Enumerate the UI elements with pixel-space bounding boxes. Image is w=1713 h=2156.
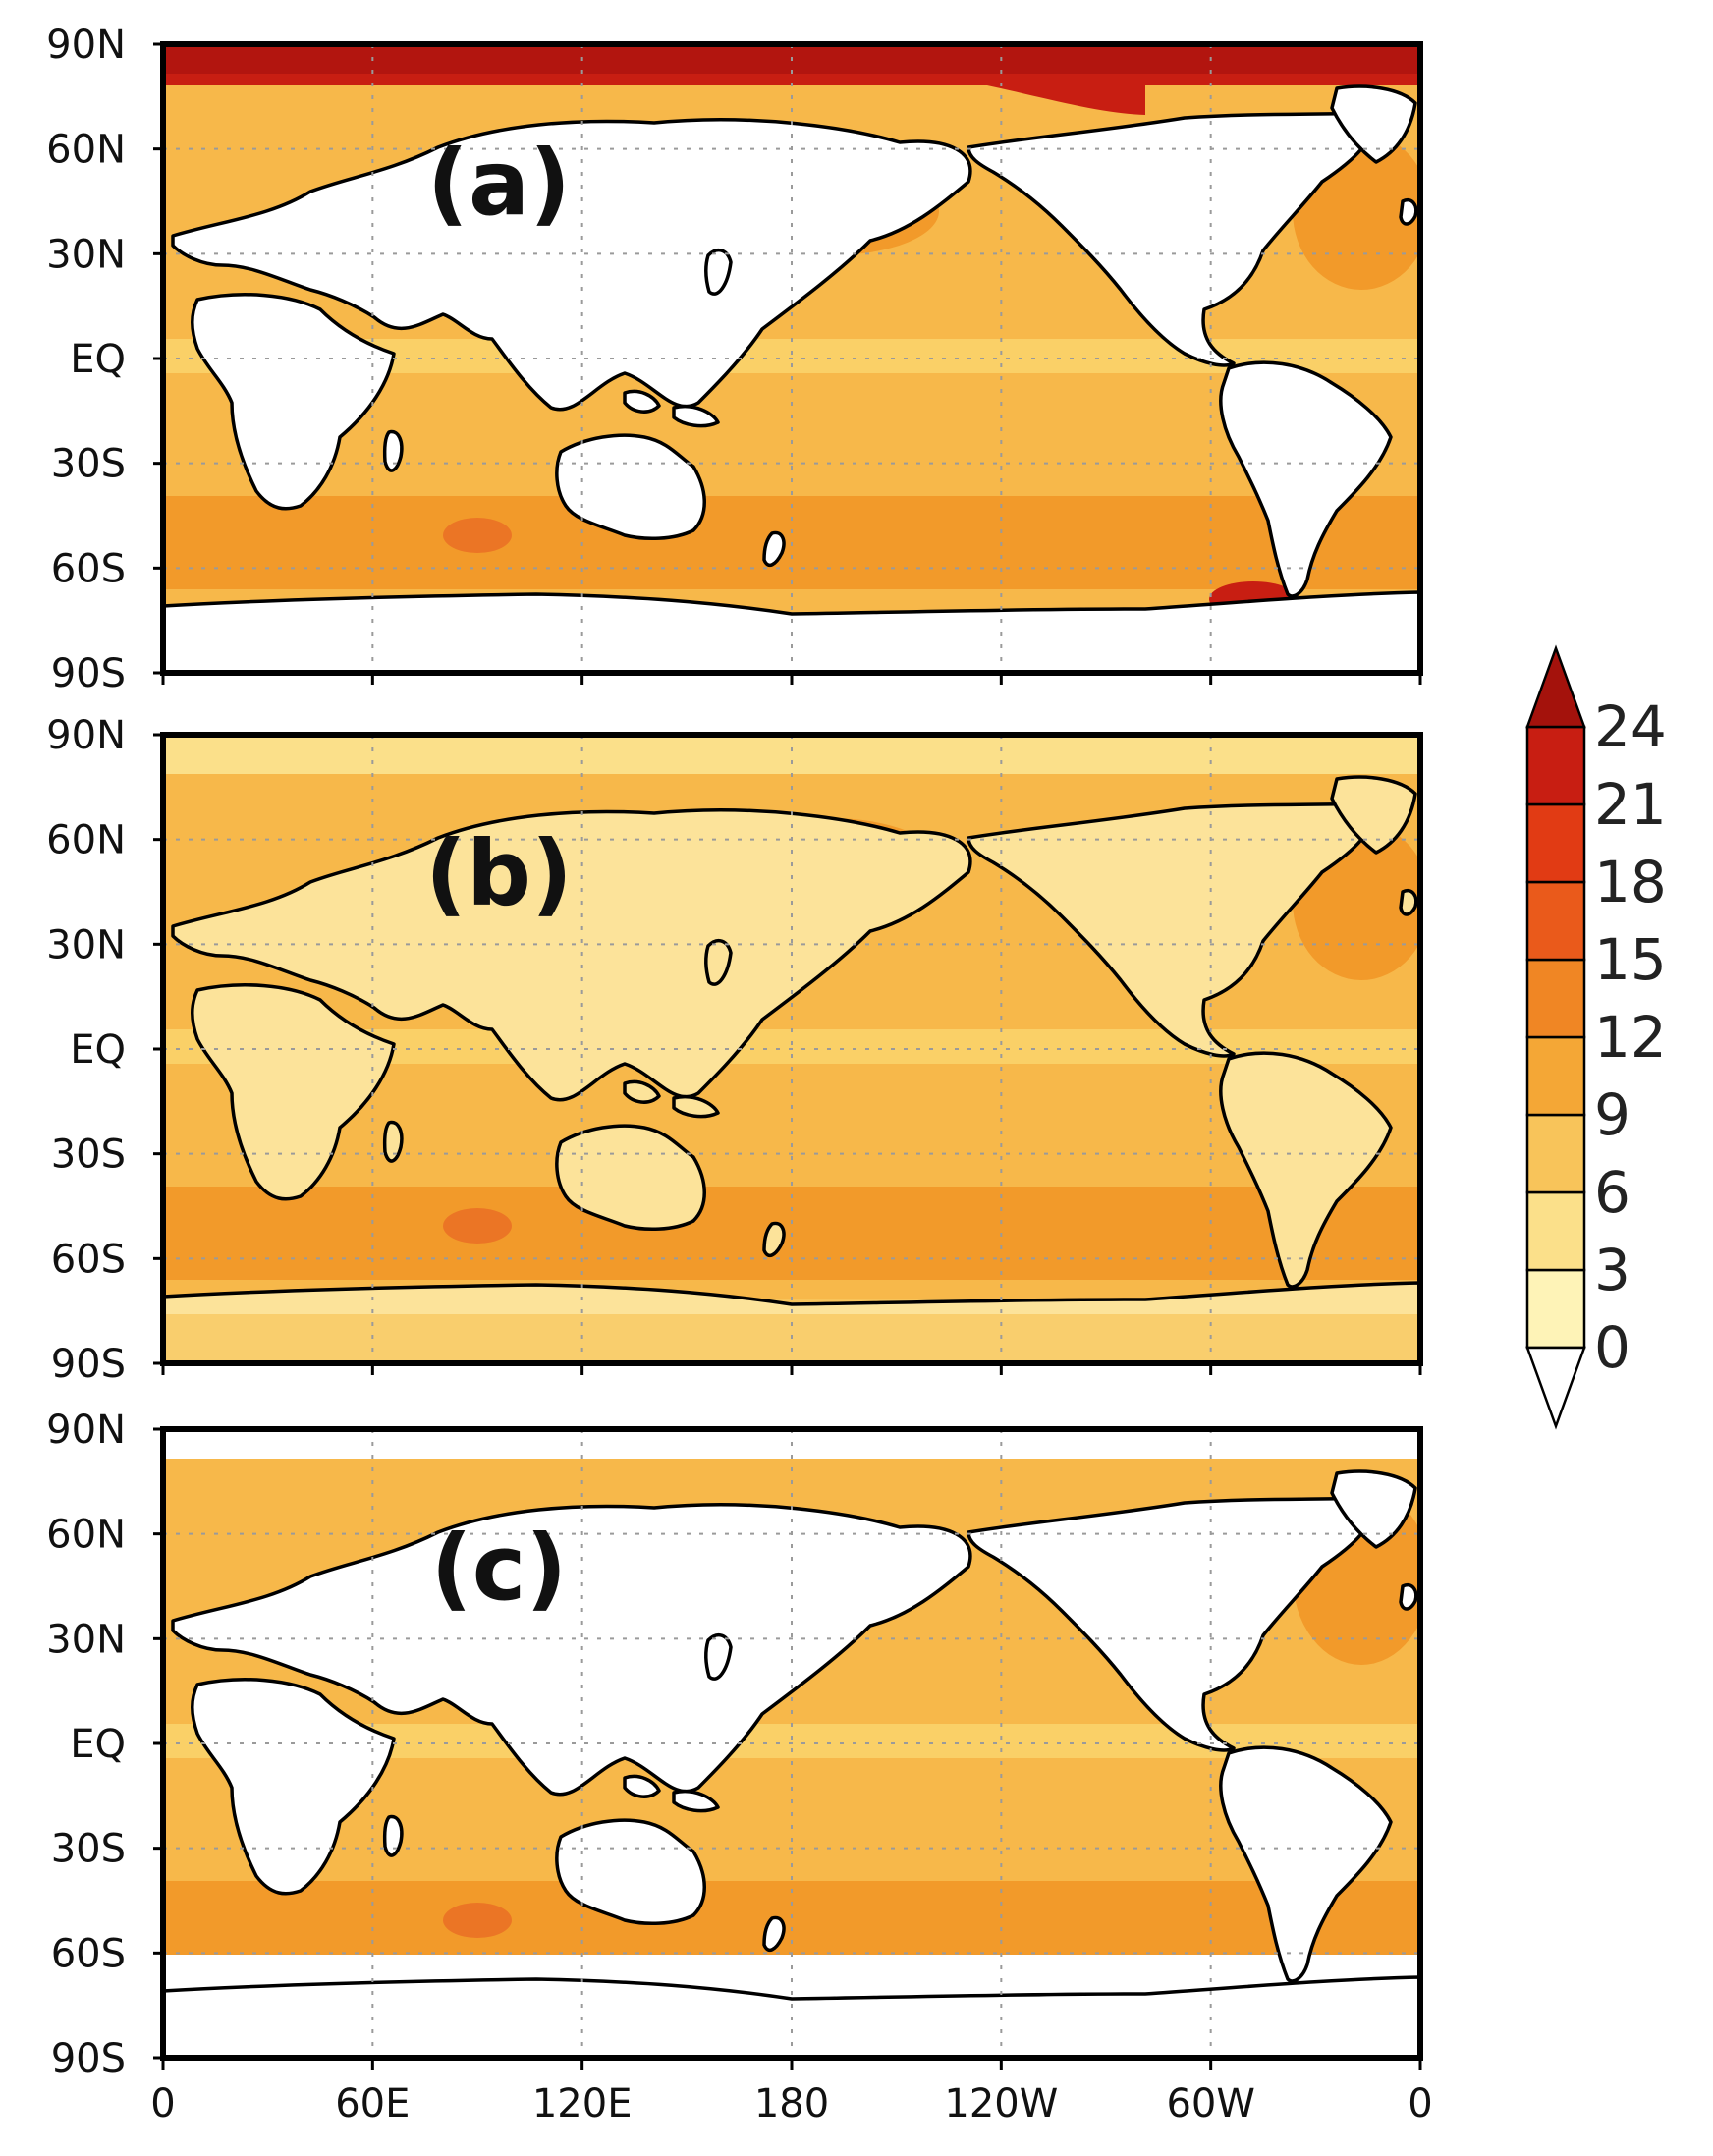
panel-b-overlay: 90N 60N 30N EQ 30S 60S 90S (b) [46, 713, 1423, 1387]
map-panel-b [163, 735, 1420, 1363]
lat-tick-label: 30S [51, 442, 126, 487]
arctic-ocean-b [163, 735, 1420, 774]
colorbar-segment [1525, 1113, 1586, 1194]
lat-tick-label: 60N [46, 1513, 126, 1558]
lat-tick-label: EQ [70, 1027, 126, 1073]
indian-ocean-warm-spot-c [443, 1903, 512, 1938]
colorbar-segment [1525, 1190, 1586, 1272]
colorbar-extend-min [1525, 1346, 1586, 1430]
lon-tick-label: 60W [1166, 2081, 1254, 2127]
panel-label: (c) [431, 1516, 568, 1621]
lat-tick-label: 90N [46, 1408, 126, 1453]
lat-tick-label: EQ [70, 337, 126, 382]
lon-tick-label: 120W [944, 2081, 1058, 2127]
lon-tick-label: 60E [335, 2081, 410, 2127]
map-panel-c [163, 1429, 1420, 2058]
panel-label: (b) [425, 821, 573, 926]
indian-ocean-warm-spot-b [443, 1208, 512, 1244]
colorbar-label: 0 [1594, 1314, 1630, 1381]
colorbar-extend-max [1525, 644, 1586, 729]
lon-tick-label: 0 [150, 2081, 175, 2127]
colorbar-segment [1525, 802, 1586, 884]
lat-tick-label: 90S [51, 651, 126, 696]
colorbar-segment [1525, 880, 1586, 962]
lat-tick-label: 60N [46, 818, 126, 863]
colorbar-segment [1525, 1268, 1586, 1350]
colorbar: 0 3 6 9 12 15 18 21 24 [1525, 644, 1667, 1430]
colorbar-label: 21 [1594, 771, 1667, 838]
colorbar-label: 24 [1594, 693, 1667, 760]
panel-a-overlay: 90N 60N 30N EQ 30S 60S 90S (a) [46, 23, 1423, 696]
colorbar-label: 6 [1594, 1159, 1630, 1226]
colorbar-label: 9 [1594, 1081, 1630, 1148]
panel-label: (a) [427, 131, 571, 236]
lon-tick-label: 120E [532, 2081, 633, 2127]
lat-tick-label: 30S [51, 1133, 126, 1178]
colorbar-segment [1525, 725, 1586, 806]
lat-tick-label: 30N [46, 232, 126, 277]
lat-tick-label: 30S [51, 1827, 126, 1872]
colorbar-label: 18 [1594, 849, 1667, 915]
indian-ocean-warm-spot-a [443, 518, 512, 553]
colorbar-label: 3 [1594, 1237, 1630, 1303]
lat-tick-label: 90S [51, 2036, 126, 2081]
colorbar-segment [1525, 1035, 1586, 1117]
lat-tick-label: 30N [46, 1617, 126, 1662]
lat-tick-label: 60S [51, 1237, 126, 1282]
lat-tick-label: 30N [46, 922, 126, 967]
lat-tick-label: 90S [51, 1342, 126, 1387]
panel-c-overlay: 90N 60N 30N EQ 30S 60S 90S 0 60E 120E 180 120W 60W 0 (… [46, 1408, 1433, 2127]
lat-tick-label: 60N [46, 128, 126, 173]
lat-tick-label: 90N [46, 23, 126, 68]
lat-tick-label: EQ [70, 1722, 126, 1767]
map-overlay: 90N 60N 30N EQ 30S 60S 90S (a) 90N 60N 30N EQ 30S 60S… [46, 23, 1433, 2127]
map-panel-a [163, 44, 1420, 673]
lon-tick-label: 0 [1408, 2081, 1432, 2127]
colorbar-label: 12 [1594, 1004, 1667, 1071]
colorbar-label: 15 [1594, 926, 1667, 993]
lat-tick-label: 60S [51, 1931, 126, 1976]
colorbar-segment [1525, 958, 1586, 1039]
lat-tick-label: 90N [46, 713, 126, 758]
lon-tick-label: 180 [754, 2081, 829, 2127]
lat-tick-label: 60S [51, 546, 126, 591]
